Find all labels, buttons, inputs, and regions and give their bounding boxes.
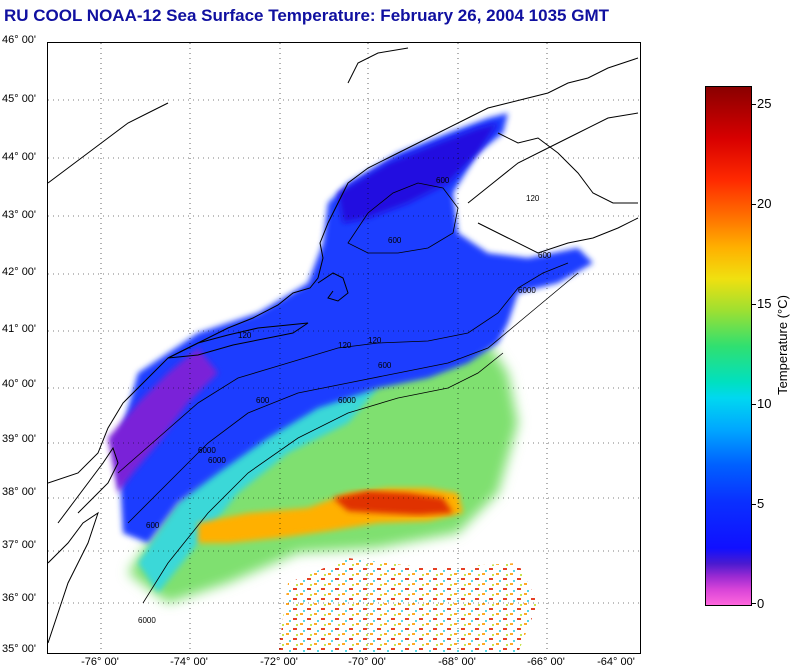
colorbar-tick-label: 15 — [757, 296, 772, 311]
chesapeake-coast — [48, 511, 99, 644]
coastline — [48, 47, 639, 644]
lat-label: 38° 00' — [2, 486, 37, 498]
maine-interior — [48, 47, 409, 184]
graticule — [48, 43, 640, 653]
lat-label: 44° 00' — [2, 151, 37, 163]
sst-shelf-water — [118, 113, 593, 543]
lat-label: 36° 00' — [2, 592, 37, 604]
map-panel: 600 120 600 600 6000 120 600 6000 600 60… — [47, 42, 641, 654]
isobath-120 — [117, 262, 569, 474]
isobath-label: 6000 — [208, 456, 226, 465]
temperature-colorbar — [705, 86, 752, 606]
delmarva-coast — [57, 446, 119, 524]
colorbar-title: Temperature (°C) — [775, 295, 790, 395]
lon-label: -70° 00' — [348, 656, 386, 668]
isobath-label: 120 — [238, 331, 252, 340]
page-title: RU COOL NOAA-12 Sea Surface Temperature:… — [4, 6, 609, 25]
lon-label: -76° 00' — [81, 656, 119, 668]
colorbar-tick — [751, 104, 756, 105]
colorbar-tick-label: 10 — [757, 396, 772, 411]
isobath-label: 6000 — [198, 446, 216, 455]
contour-labels: 600 120 600 600 6000 120 600 6000 600 60… — [138, 176, 552, 625]
isobath-label: 600 — [256, 396, 270, 405]
cape-cod-coast — [317, 272, 349, 302]
colorbar-tick-label: 5 — [757, 496, 765, 511]
isobath-label: 600 — [146, 521, 160, 530]
us-coast — [48, 57, 639, 484]
colorbar-tick — [751, 404, 756, 405]
lat-label: 46° 00' — [2, 34, 37, 46]
isobath-label: 120 — [526, 194, 540, 203]
lat-label: 39° 00' — [2, 433, 37, 445]
colorbar-tick — [751, 304, 756, 305]
isobath-label: 6000 — [518, 286, 536, 295]
isobath-label: 120 — [338, 341, 352, 350]
long-island-coast — [167, 322, 309, 359]
isobath-600 — [127, 272, 579, 524]
isobath-label: 600 — [378, 361, 392, 370]
lat-label: 45° 00' — [2, 93, 37, 105]
isobath-label: 6000 — [138, 616, 156, 625]
colorbar-tick — [751, 603, 756, 604]
sst-field — [108, 113, 593, 653]
new-brunswick-coast — [497, 132, 638, 204]
sst-map: 600 120 600 600 6000 120 600 6000 600 60… — [48, 43, 640, 653]
colorbar-tick-label: 0 — [757, 596, 765, 611]
isobath-label: 120 — [368, 336, 382, 345]
lon-label: -68° 00' — [438, 656, 476, 668]
lat-label: 37° 00' — [2, 539, 37, 551]
lon-label: -74° 00' — [170, 656, 208, 668]
sst-gulfstream-red — [333, 491, 453, 515]
sst-nearshore-cold — [108, 348, 218, 493]
lon-label: -66° 00' — [527, 656, 565, 668]
lat-label: 35° 00' — [2, 643, 37, 655]
nova-scotia-coast — [467, 112, 639, 254]
lon-label: -72° 00' — [260, 656, 298, 668]
colorbar-tick-label: 25 — [757, 96, 772, 111]
lat-label: 41° 00' — [2, 323, 37, 335]
isobath-label: 600 — [436, 176, 450, 185]
isobath-6000 — [142, 352, 504, 604]
lat-label: 43° 00' — [2, 209, 37, 221]
isobath-label: 600 — [388, 236, 402, 245]
lat-label: 42° 00' — [2, 266, 37, 278]
colorbar-tick — [751, 504, 756, 505]
lat-label: 40° 00' — [2, 378, 37, 390]
isobath-label: 600 — [538, 251, 552, 260]
sst-speckle-south — [278, 558, 538, 653]
lon-label: -64° 00' — [597, 656, 635, 668]
colorbar-tick-label: 20 — [757, 196, 772, 211]
isobath-label: 6000 — [338, 396, 356, 405]
colorbar-tick — [751, 204, 756, 205]
